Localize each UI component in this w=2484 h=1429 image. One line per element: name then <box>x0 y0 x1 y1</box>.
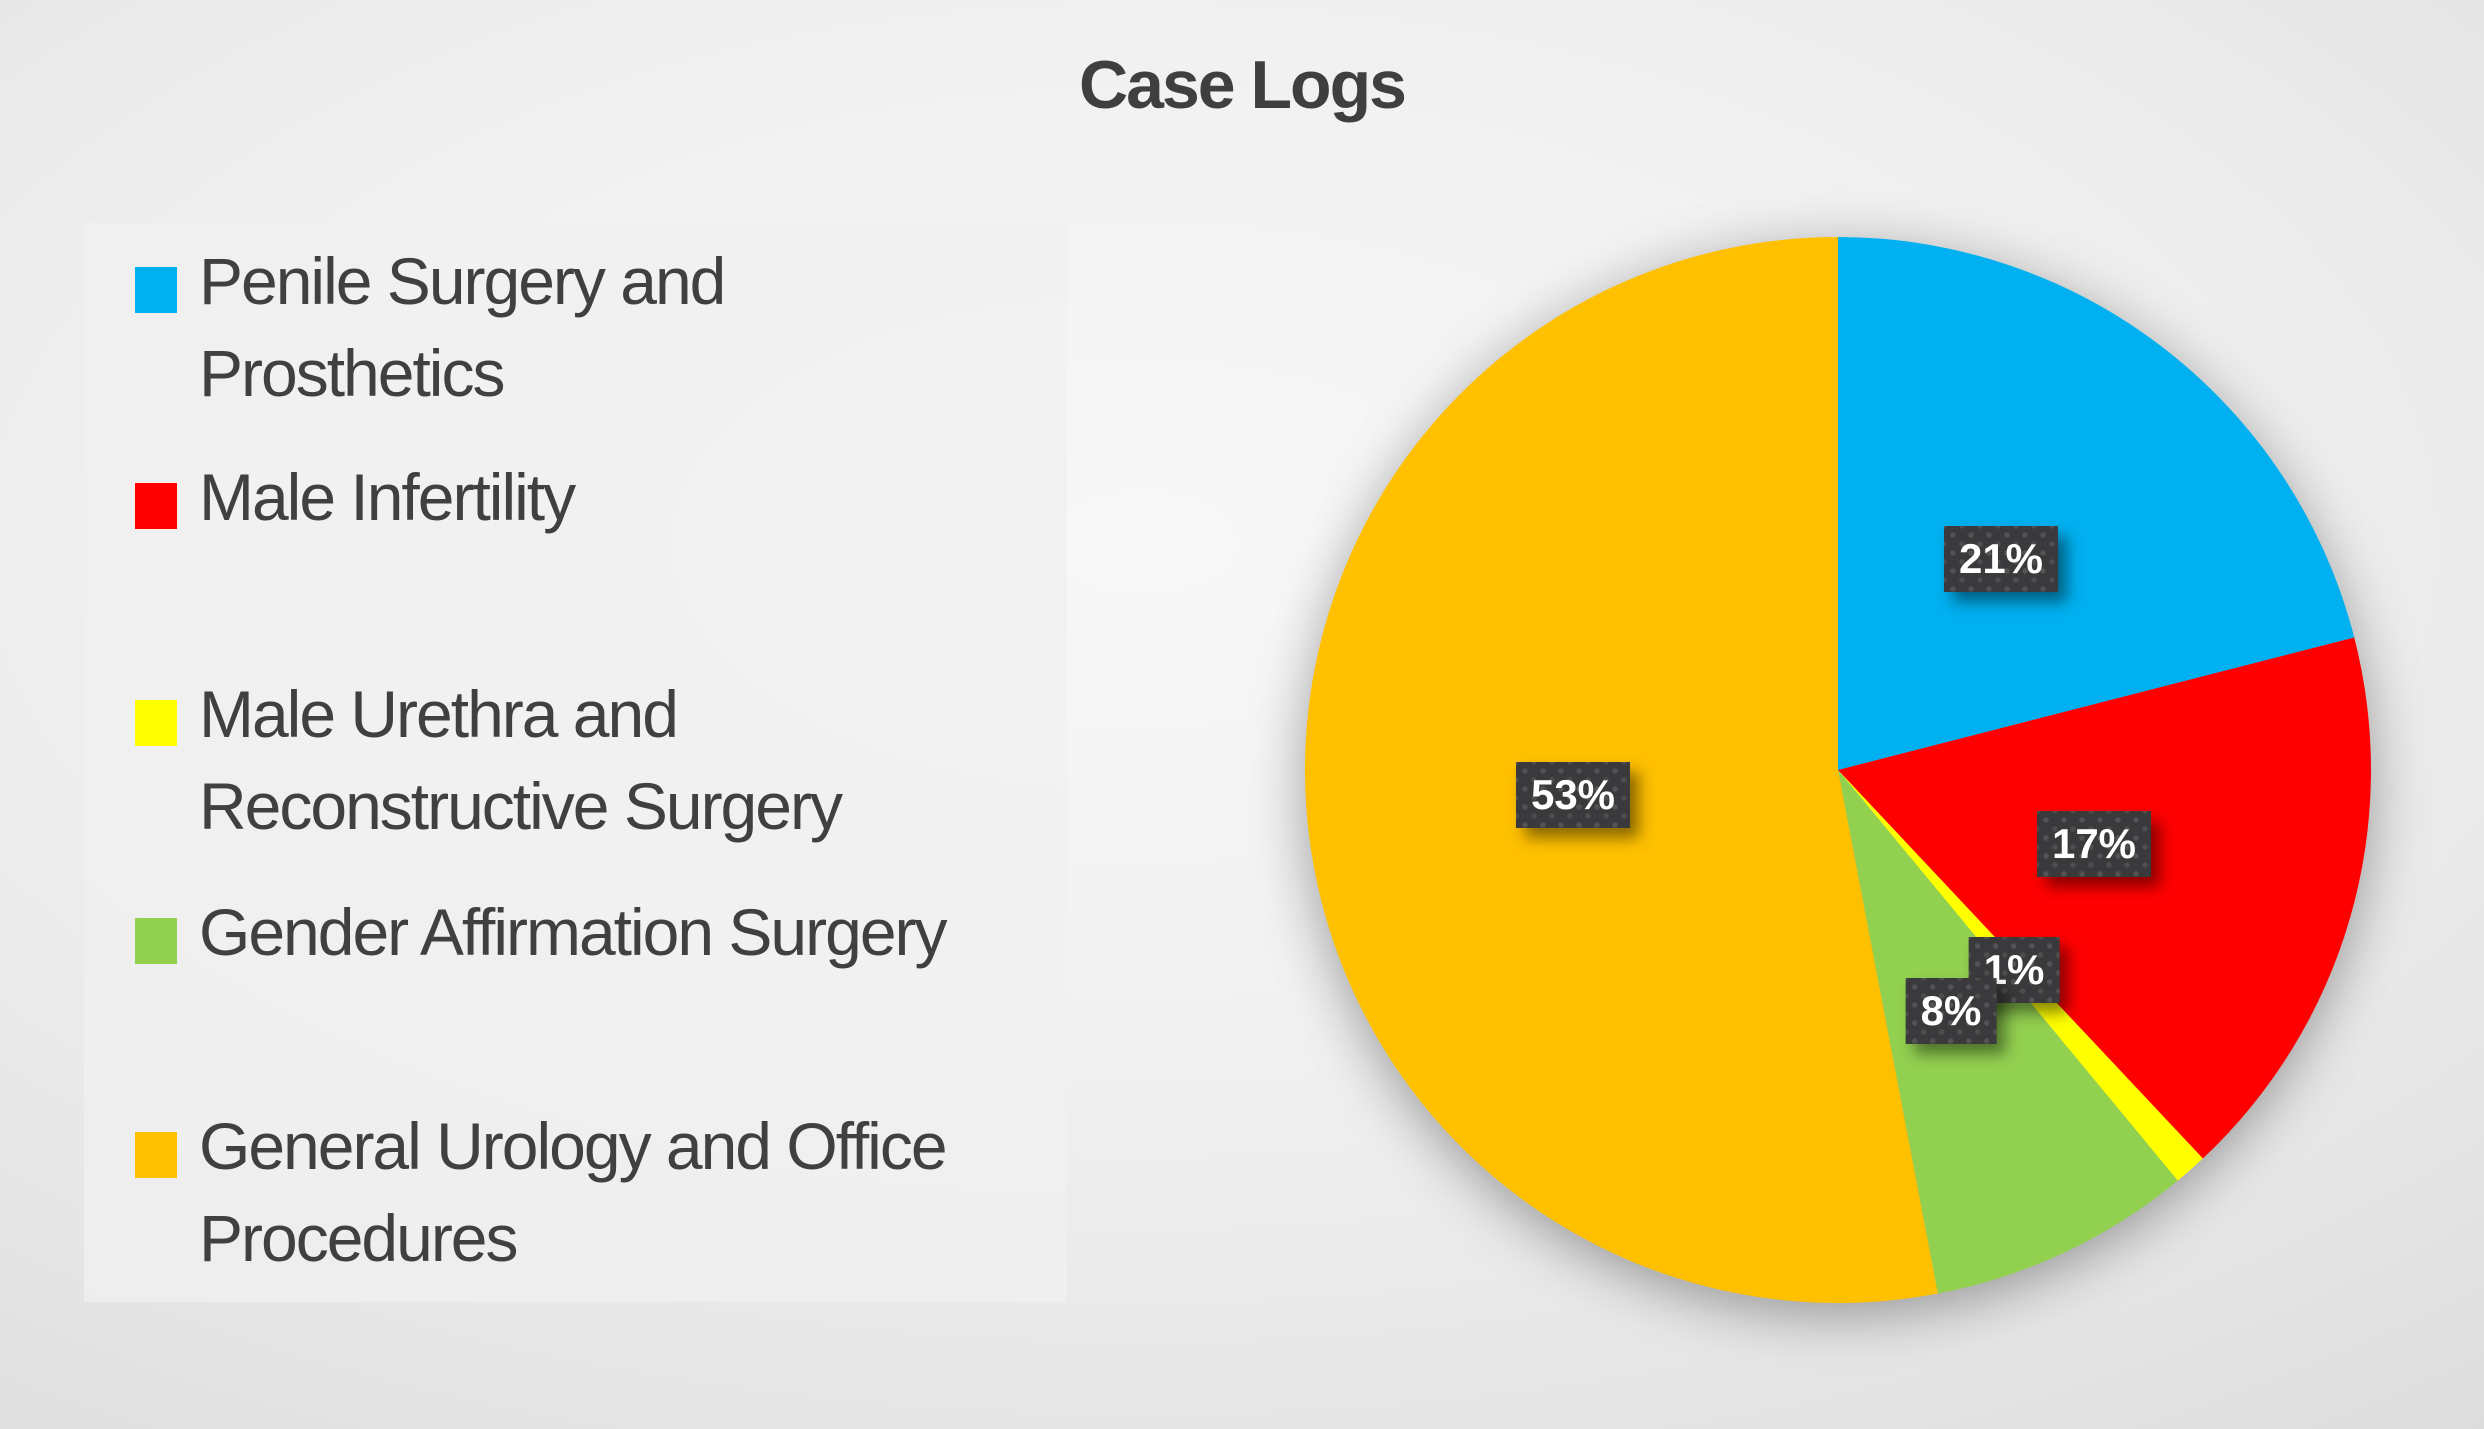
legend-item-1[interactable]: Penile Surgery and Prosthetics <box>135 235 726 419</box>
legend-swatch-icon <box>135 918 177 964</box>
legend-swatch-icon <box>135 1132 177 1178</box>
chart-legend[interactable]: Penile Surgery and Prosthetics Male Infert… <box>84 223 1067 1302</box>
legend-item-5[interactable]: General Urology and Office Procedures <box>135 1100 948 1284</box>
data-label-3[interactable]: 1% <box>1969 937 2060 1003</box>
legend-swatch-icon <box>135 700 177 746</box>
legend-item-4[interactable]: Gender Affirmation Surgery <box>135 886 948 978</box>
chart-title[interactable]: Case Logs <box>1079 47 1407 123</box>
pie-slice-2[interactable] <box>1838 637 2371 1159</box>
pie-slice-4[interactable] <box>1838 770 2178 1294</box>
legend-label: Gender Affirmation Surgery <box>199 895 948 969</box>
legend-label: Male Infertility <box>199 460 576 534</box>
legend-swatch-icon <box>135 483 177 529</box>
legend-item-3[interactable]: Male Urethra and Reconstructive Surgery <box>135 668 843 852</box>
legend-label: Male Urethra and Reconstructive Surgery <box>199 677 843 843</box>
legend-swatch-icon <box>135 267 177 313</box>
pie-slice-1[interactable] <box>1838 237 2355 770</box>
data-label-5[interactable]: 53% <box>1516 762 1630 828</box>
data-label-2[interactable]: 17% <box>2037 811 2151 877</box>
legend-label: Penile Surgery and Prosthetics <box>199 244 726 410</box>
pie-chart <box>1305 237 2371 1303</box>
legend-label: General Urology and Office Procedures <box>199 1109 948 1275</box>
legend-item-2[interactable]: Male Infertility <box>135 451 576 543</box>
pie-slice-5[interactable] <box>1305 237 1938 1303</box>
data-label-4[interactable]: 8% <box>1906 978 1997 1044</box>
data-label-1[interactable]: 21% <box>1944 526 2058 592</box>
